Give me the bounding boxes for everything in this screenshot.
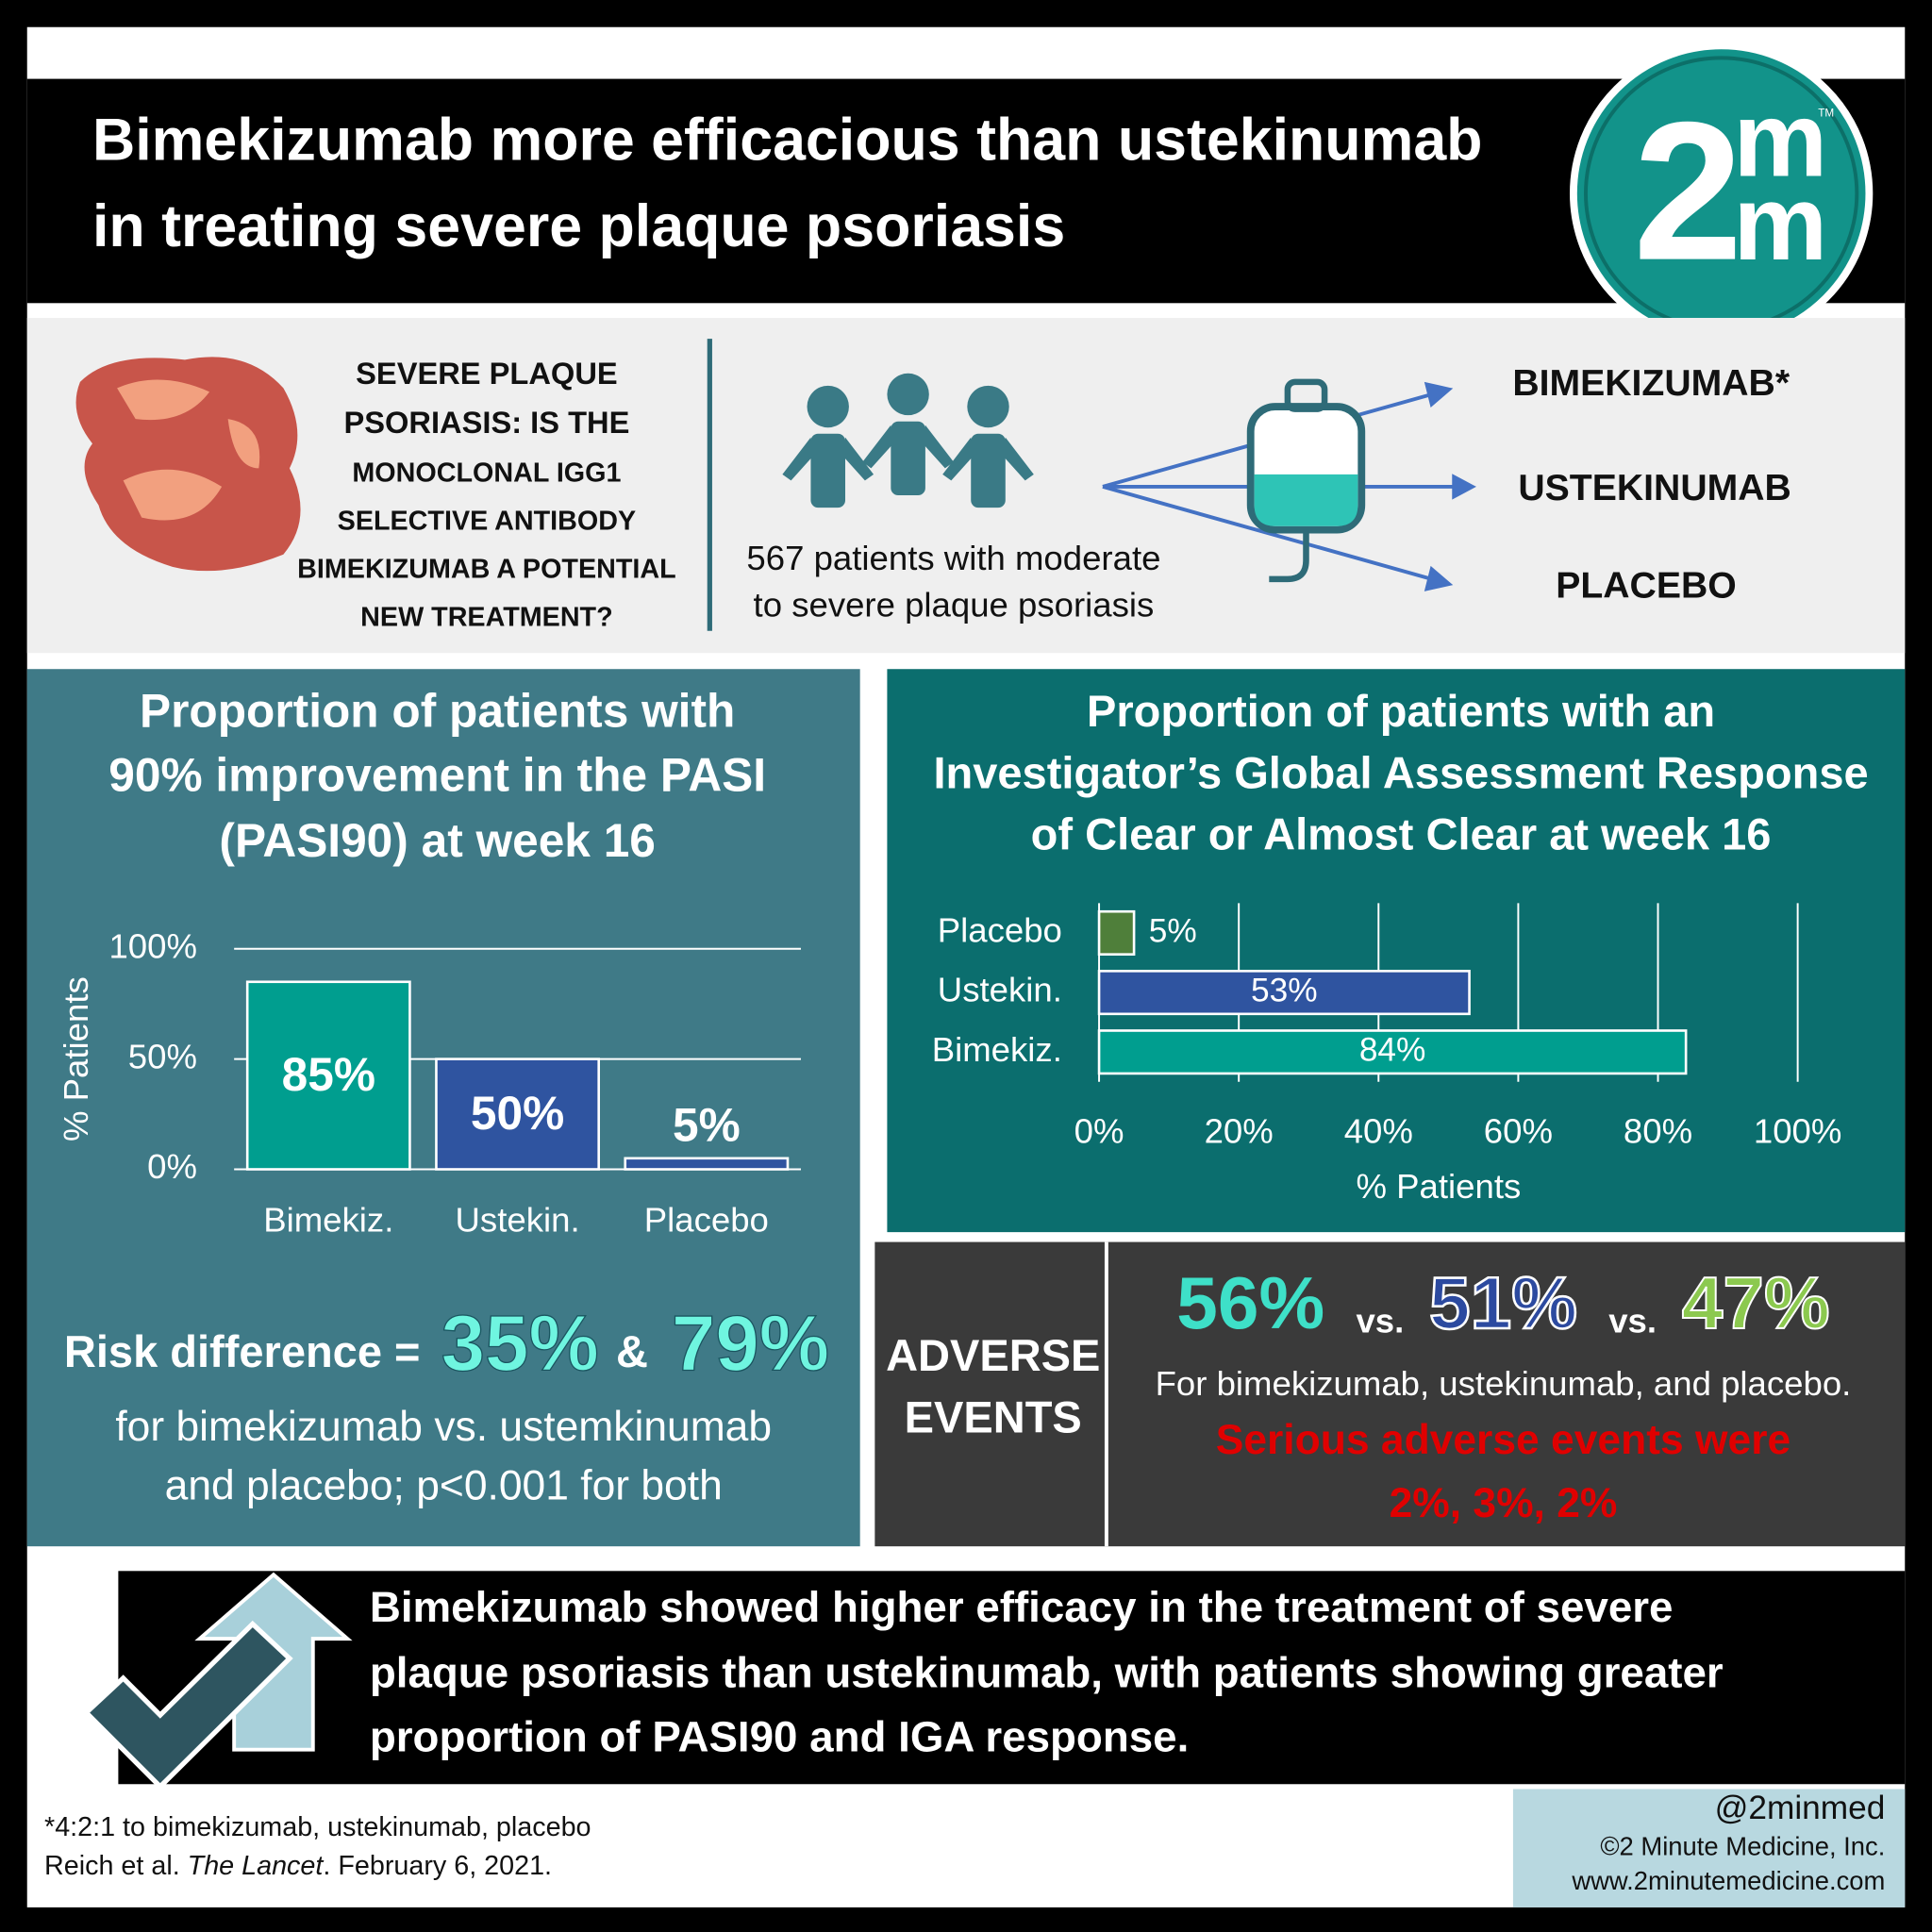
conclusion-box [118, 1571, 1906, 1785]
y-tick-label: 0% [147, 1147, 197, 1186]
citation-authors: Reich et al. [44, 1850, 188, 1880]
adverse-rate: 47% [1682, 1261, 1830, 1344]
separator: vs. [1608, 1301, 1657, 1340]
conclusion: proportion of PASI90 and IGA response. [370, 1712, 1189, 1760]
adverse-note: For bimekizumab, ustekinumab, and placeb… [1156, 1364, 1852, 1403]
credit-box [1512, 1789, 1906, 1907]
x-tick-label: 80% [1624, 1111, 1692, 1150]
skin-icon [117, 379, 260, 521]
credit: @2minmed [1715, 1790, 1886, 1826]
population: to severe plaque psoriasis [754, 586, 1155, 625]
x-tick-label: Bimekiz. [263, 1200, 393, 1239]
check-icon [82, 1620, 293, 1790]
iga-panel [887, 669, 1906, 1233]
logo-letter: m [1733, 79, 1827, 198]
question: NEW TREATMENT? [360, 602, 612, 632]
chart-title: 90% improvement in the PASI [108, 749, 766, 802]
x-axis-label: % Patients [1357, 1167, 1522, 1206]
population: 567 patients with moderate [746, 539, 1160, 577]
logo-mark: TM [1818, 107, 1834, 119]
arm: USTEKINUMAB [1518, 468, 1790, 508]
y-tick-label: Ustekin. [938, 971, 1062, 1009]
y-tick-label: Bimekiz. [932, 1030, 1062, 1069]
value-label: 50% [471, 1087, 564, 1140]
logo-digit: 2 [1633, 82, 1742, 302]
serious-note: Serious adverse events were [1216, 1417, 1790, 1463]
iv-bag [1246, 378, 1366, 583]
arm: BIMEKIZUMAB* [1512, 363, 1790, 404]
y-axis-label: % Patients [57, 976, 95, 1141]
bar [1097, 970, 1471, 1016]
charts: Proportion of patients with 90% improveme… [57, 685, 1868, 1240]
adverse-rate: 56% [1176, 1261, 1324, 1344]
serious-note: 2%, 3%, 2% [1390, 1480, 1618, 1526]
y-tick-label: 50% [128, 1037, 197, 1075]
x-tick-label: Ustekin. [456, 1200, 580, 1239]
question: MONOCLONAL IGG1 [352, 458, 621, 488]
risk-joiner: & [616, 1326, 648, 1376]
question: SELECTIVE ANTIBODY [338, 506, 636, 536]
y-tick-label: Placebo [938, 911, 1062, 950]
separator: vs. [1356, 1301, 1404, 1340]
adverse-label: ADVERSE [886, 1330, 1100, 1380]
value-label: 84% [1359, 1032, 1426, 1069]
x-tick-label: Placebo [644, 1200, 769, 1239]
x-tick-label: 100% [1754, 1111, 1842, 1150]
value-label: 85% [282, 1048, 375, 1101]
arm: PLACEBO [1556, 565, 1737, 606]
chart-title: (PASI90) at week 16 [219, 814, 655, 867]
logo-letter: m [1733, 163, 1827, 282]
risk-label: Risk difference = [64, 1326, 421, 1376]
chart-title: Proportion of patients with [140, 685, 735, 738]
adverse-rate: 51% [1429, 1261, 1577, 1344]
credit: www.2minutemedicine.com [1571, 1866, 1885, 1895]
bar [1097, 1029, 1688, 1075]
risk-value: 35% [441, 1298, 599, 1387]
risk-value: 79% [672, 1298, 829, 1387]
x-tick-label: 40% [1344, 1111, 1413, 1150]
x-tick-label: 20% [1205, 1111, 1274, 1150]
question: PSORIASIS: IS THE [343, 405, 629, 440]
citation: Reich et al. The Lancet. February 6, 202… [44, 1850, 552, 1880]
citation-date: . February 6, 2021. [323, 1850, 552, 1880]
y-tick-label: 100% [108, 926, 197, 965]
title: Bimekizumab more efficacious than usteki… [92, 107, 1483, 173]
chart-title: Proportion of patients with an [1087, 686, 1715, 736]
risk-note: for bimekizumab vs. ustemkinumab [115, 1404, 772, 1450]
citation-journal: The Lancet [188, 1850, 325, 1880]
x-tick-label: 0% [1074, 1111, 1124, 1150]
question: BIMEKIZUMAB A POTENTIAL [297, 554, 676, 584]
footnote: *4:2:1 to bimekizumab, ustekinumab, plac… [44, 1812, 591, 1842]
title: in treating severe plaque psoriasis [92, 193, 1065, 259]
people-icon [782, 373, 1034, 508]
chart-title: of Clear or Almost Clear at week 16 [1031, 809, 1772, 859]
question: SEVERE PLAQUE [356, 356, 618, 391]
bar [245, 980, 411, 1171]
conclusion: plaque psoriasis than ustekinumab, with … [370, 1648, 1724, 1696]
credit: ©2 Minute Medicine, Inc. [1600, 1831, 1885, 1860]
intro-panel [26, 317, 1906, 654]
value-label: 5% [673, 1099, 741, 1152]
bar [1097, 909, 1136, 956]
adverse-panel [874, 1241, 1906, 1547]
chart-title: Investigator’s Global Assessment Respons… [933, 747, 1868, 797]
risk-note: and placebo; p<0.001 for both [165, 1463, 723, 1509]
bar [624, 1157, 790, 1171]
bar [435, 1058, 600, 1171]
value-label: 5% [1149, 912, 1197, 949]
value-label: 53% [1251, 972, 1318, 1008]
x-tick-label: 60% [1484, 1111, 1553, 1150]
adverse-label: EVENTS [905, 1391, 1082, 1441]
conclusion: Bimekizumab showed higher efficacy in th… [370, 1583, 1674, 1631]
